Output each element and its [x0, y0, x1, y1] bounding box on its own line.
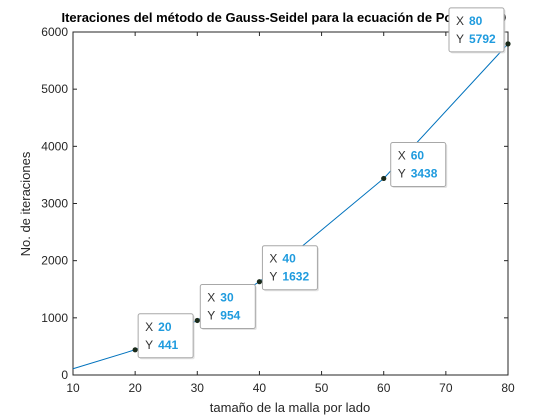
datatip-marker	[381, 175, 387, 182]
datatip-x-key: X	[145, 320, 153, 334]
x-tick-label: 20	[128, 381, 142, 395]
datatip-x-value: 30	[220, 290, 234, 304]
datatip-x-value: 60	[411, 148, 425, 162]
datatip-box	[390, 141, 447, 187]
datatip-x-value: 20	[158, 320, 172, 334]
datatip-box	[261, 245, 318, 291]
x-tick-label: 60	[377, 381, 391, 395]
x-tick-label: 50	[315, 381, 329, 395]
datatip-box	[448, 7, 505, 53]
datatip-y-key: Y	[145, 338, 153, 352]
datatip-marker	[505, 41, 511, 47]
datatip-y-value: 441	[158, 338, 178, 352]
datatip-y-key: Y	[207, 308, 215, 322]
datatip-x-key: X	[207, 290, 215, 304]
datatip-y-key: Y	[269, 270, 277, 284]
y-tick-label: 4000	[41, 139, 68, 153]
y-tick-label: 3000	[41, 197, 68, 211]
y-tick-label: 5000	[41, 82, 68, 96]
datatip-y-value: 1632	[282, 270, 309, 284]
y-tick-label: 2000	[41, 254, 68, 268]
y-axis-label: No. de iteraciones	[18, 151, 33, 256]
x-tick-label: 80	[501, 381, 515, 395]
datatip-y-key: Y	[398, 166, 406, 180]
datatip-x-key: X	[456, 14, 464, 28]
datatip-y-value: 954	[220, 308, 240, 322]
datatip-x-value: 80	[469, 14, 483, 28]
x-tick-label: 30	[191, 381, 205, 395]
y-tick-label: 1000	[41, 311, 68, 325]
x-axis-label: tamaño de la malla por lado	[210, 400, 370, 415]
x-tick-label: 70	[439, 381, 453, 395]
datatip-x-value: 40	[282, 252, 296, 266]
x-tick-label: 40	[253, 381, 267, 395]
datatip-box	[137, 313, 194, 359]
datatip-marker	[132, 347, 138, 353]
datatip-y-key: Y	[456, 32, 464, 46]
datatip-marker	[256, 279, 263, 285]
datatip-y-value: 3438	[411, 166, 438, 180]
datatip-marker	[194, 317, 200, 324]
datatip-x-key: X	[269, 252, 277, 266]
y-tick-label: 6000	[41, 25, 68, 39]
x-tick-label: 10	[66, 381, 80, 395]
datatip-y-value: 5792	[469, 32, 496, 46]
chart-title: Iteraciones del método de Gauss-Seidel p…	[61, 10, 506, 25]
datatip-x-key: X	[398, 148, 406, 162]
datatip-box	[199, 283, 256, 329]
y-tick-label: 0	[61, 368, 68, 382]
plot-area: 10 20 30 40 50 60 70 80 0 1000 2000 3000 4000 5000 600…	[41, 7, 515, 395]
